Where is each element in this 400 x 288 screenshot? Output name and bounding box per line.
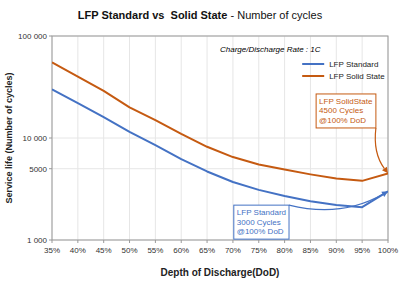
x-tick-label: 100%	[378, 246, 398, 255]
annotation-arrowhead	[381, 191, 388, 197]
annotation-line: 3000 Cycles	[237, 218, 281, 227]
x-tick	[388, 240, 389, 243]
y-tick	[49, 168, 52, 169]
annotations: Charge/Discharge Rate : 1C LFP SolidState…	[220, 45, 388, 239]
x-tick	[129, 240, 130, 243]
annotation-arrow	[375, 128, 384, 169]
x-tick-label: 95%	[354, 246, 370, 255]
y-tick	[49, 36, 52, 37]
y-tick-label: 5000	[29, 165, 47, 174]
annotation-box	[316, 94, 376, 128]
legend-label: LFP Solid State	[329, 72, 385, 81]
annotation-text: Charge/Discharge Rate : 1C	[220, 45, 321, 54]
x-tick	[232, 240, 233, 243]
x-tick-label: 70%	[225, 246, 241, 255]
title-sub: - Number of cycles	[227, 9, 322, 21]
x-tick-label: 65%	[199, 246, 215, 255]
legend-swatch	[302, 75, 324, 77]
x-tick	[155, 240, 156, 243]
annotation-arrowhead	[382, 167, 388, 174]
legend: LFP Standard LFP Solid State	[302, 60, 385, 81]
x-tick	[284, 240, 285, 243]
y-tick	[49, 240, 52, 241]
x-tick-label: 45%	[96, 246, 112, 255]
annotation-line: @100% DoD	[237, 227, 284, 236]
annotation-arrow	[289, 194, 383, 209]
x-tick	[103, 240, 104, 243]
series-line	[52, 62, 388, 180]
x-axis-label: Depth of Discharge(DoD)	[161, 267, 280, 278]
title-main: LFP Standard vs Solid State	[78, 9, 228, 21]
y-grid-line	[52, 138, 388, 139]
legend-label: LFP Standard	[329, 60, 378, 69]
x-tick-label: 40%	[70, 246, 86, 255]
y-grid-line	[52, 168, 388, 169]
x-tick-label: 75%	[251, 246, 267, 255]
x-tick-label: 60%	[173, 246, 189, 255]
axes: 35% 40% 45% 50% 55% 60% 65% 70% 75% 80% 85% 90% 95% 1…	[18, 32, 398, 255]
x-tick	[336, 240, 337, 243]
x-tick	[258, 240, 259, 243]
chart: 35% 40% 45% 50% 55% 60% 65% 70% 75% 80% 85% 90% 95% 1…	[0, 0, 400, 288]
x-tick-label: 50%	[122, 246, 138, 255]
x-tick-label: 90%	[328, 246, 344, 255]
annotation-line: @100% DoD	[319, 116, 366, 125]
annotation: LFP Standard3000 Cycles@100% DoD	[234, 191, 388, 239]
x-tick	[207, 240, 208, 243]
series-line	[52, 89, 388, 207]
y-tick-label: 10 000	[23, 134, 48, 143]
y-tick-label: 100 000	[18, 32, 47, 41]
annotation-line: 4500 Cycles	[319, 106, 363, 115]
series-lines	[52, 62, 388, 207]
annotation-box	[234, 205, 289, 239]
x-tick-label: 80%	[277, 246, 293, 255]
annotation-text: LFP Standard3000 Cycles@100% DoD	[237, 208, 286, 236]
x-tick-label: 35%	[44, 246, 60, 255]
x-tick	[77, 240, 78, 243]
y-tick	[49, 138, 52, 139]
annotation: LFP SolidState4500 Cycles@100% DoD	[316, 94, 388, 173]
annotation-line: LFP Standard	[237, 208, 286, 217]
annotation-text: LFP SolidState4500 Cycles@100% DoD	[319, 97, 373, 125]
y-tick-label: 1 000	[27, 236, 48, 245]
x-tick	[181, 240, 182, 243]
x-tick	[362, 240, 363, 243]
x-tick-label: 85%	[302, 246, 318, 255]
x-tick-label: 55%	[147, 246, 163, 255]
legend-swatch	[302, 63, 324, 65]
grid	[52, 36, 388, 240]
x-tick	[310, 240, 311, 243]
plot-frame	[52, 36, 388, 240]
title: LFP Standard vs Solid State - Number of …	[78, 9, 323, 21]
annotation-line: LFP SolidState	[319, 97, 373, 106]
y-axis-label: Service life (Number of cycles)	[4, 72, 14, 203]
